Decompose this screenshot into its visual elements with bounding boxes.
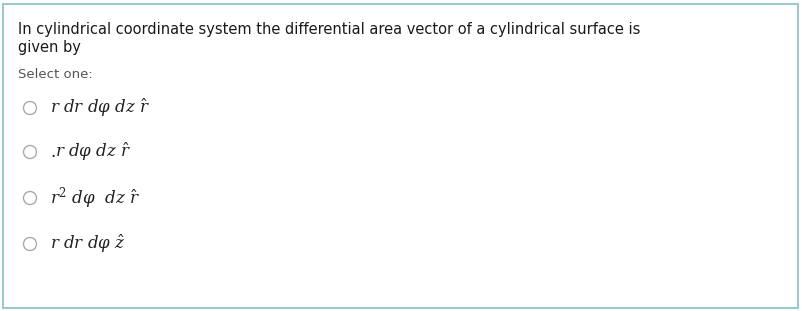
Text: $r\ d\varphi\ dz\ \hat{r}$: $r\ d\varphi\ dz\ \hat{r}$: [55, 141, 132, 163]
Text: given by: given by: [18, 40, 81, 55]
Text: $r^2\ d\varphi\ \ dz\ \hat{r}$: $r^2\ d\varphi\ \ dz\ \hat{r}$: [50, 185, 140, 211]
Circle shape: [23, 146, 37, 159]
Circle shape: [23, 238, 37, 250]
Text: In cylindrical coordinate system the differential area vector of a cylindrical s: In cylindrical coordinate system the dif…: [18, 22, 640, 37]
Text: $r\ dr\ d\varphi\ dz\ \hat{r}$: $r\ dr\ d\varphi\ dz\ \hat{r}$: [50, 97, 150, 119]
Circle shape: [23, 192, 37, 205]
Text: Select one:: Select one:: [18, 68, 93, 81]
Circle shape: [23, 101, 37, 114]
Text: .: .: [50, 143, 55, 161]
Text: $r\ dr\ d\varphi\ \hat{z}$: $r\ dr\ d\varphi\ \hat{z}$: [50, 233, 125, 255]
